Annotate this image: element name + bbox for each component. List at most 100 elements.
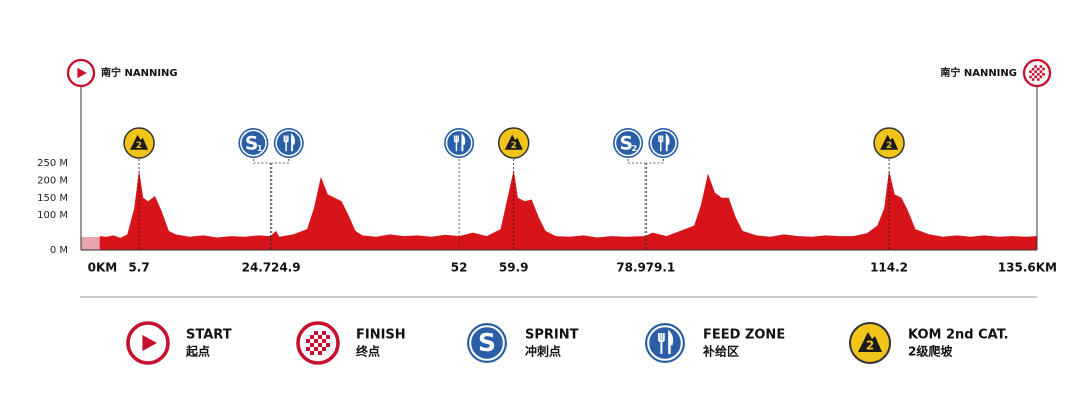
icon-kom: 2 [497,127,530,159]
icon-check [1039,65,1043,68]
icon-bg [238,128,269,158]
icon-knife [668,329,674,354]
icon-text: S [478,328,496,357]
icon-check [1029,70,1032,73]
icon-check [1034,75,1037,79]
legend-label: FINISH [356,328,406,343]
icon-check [1034,65,1037,68]
icon-check [318,335,322,339]
icon-check [1031,67,1035,71]
icon-bg [645,323,685,363]
icon-sub: 1 [257,143,263,153]
x-tick-label: 135.6KM [998,261,1057,275]
x-tick-label: 114.2 [870,261,908,275]
x-tick-label: 24.9 [271,261,301,275]
icon-fork [658,333,665,354]
marker-bracket [271,159,290,164]
icon-check [326,343,330,347]
icon-sprint: S2 [613,128,644,158]
icon-feed [444,128,475,158]
legend-sublabel: 补给区 [702,344,739,359]
icon-check [322,347,326,351]
icon-fork [658,135,664,152]
icon-knife [665,132,670,152]
icon-check [322,331,326,335]
x-tick-label: 79.1 [646,261,676,275]
icon-kom: 2 [873,127,905,159]
icon-fork [283,135,289,152]
x-tick-label: 24.7 [242,261,272,275]
legend-label: START [186,328,232,343]
icon-finish [1022,58,1052,88]
icon-bg [467,323,507,363]
legend-sublabel: 2级爬坡 [908,344,953,359]
icon-check [310,343,314,347]
icon-mountain [880,134,899,150]
icon-ring [445,129,473,157]
icon-text: 2 [511,141,517,151]
x-tick-label: 78.9 [616,261,646,275]
icon-ring [647,325,683,361]
legend-sublabel: 起点 [185,344,210,359]
legend-sublabel: 终点 [356,344,380,359]
icon-ring [469,325,505,361]
marker-bracket [646,159,664,164]
icon-check [1042,67,1045,71]
icon-text: 2 [136,141,142,151]
x-tick-label: 0KM [88,261,118,275]
icon-bg [444,128,475,158]
icon-feed [273,128,304,158]
icon-knife [461,132,466,152]
x-tick-label: 5.7 [128,261,149,275]
y-tick-label: 0 M [50,245,68,256]
icon-ring [614,129,642,157]
icon-play [77,67,87,79]
icon-check [310,351,314,355]
icon-fork [453,135,459,152]
icon-check [1039,70,1043,73]
icon-check [1039,75,1043,79]
y-tick-label: 250 M [37,158,68,169]
icon-mountain [130,134,149,150]
icon-text: 2 [886,141,892,151]
marker-bracket [253,159,271,164]
icon-check [326,335,330,339]
x-tick-label: 59.9 [499,261,529,275]
icon-check [1034,70,1037,73]
icon-check [314,331,318,335]
icon-text: 2 [866,339,874,353]
icon-check [306,347,310,351]
finish-label: 南宁 NANNING [940,66,1017,79]
y-tick-label: 150 M [37,193,68,204]
icon-knife [291,132,295,152]
neutral-zone [81,237,100,250]
icon-play [142,335,157,351]
icon-feed [645,323,685,363]
icon-sprint: S [467,323,507,363]
x-tick-label: 52 [451,261,468,275]
legend-label: SPRINT [525,328,579,343]
icon-mountain [858,332,882,352]
icon-check [1037,73,1040,76]
icon-ring [275,129,303,157]
icon-check [322,339,326,343]
icon-start [126,321,170,365]
icon-bg [273,128,304,158]
legend-label: KOM 2nd CAT. [908,328,1009,343]
icon-check [1029,75,1032,79]
icon-bg [613,128,644,158]
icon-check [318,351,322,355]
icon-text: S [620,134,634,155]
y-tick-label: 200 M [37,175,68,186]
icon-check [314,339,318,343]
icon-ring [240,129,267,157]
icon-check [1042,73,1045,76]
icon-check [318,343,322,347]
icon-check [1037,67,1040,71]
icon-check [1037,78,1040,81]
icon-check [310,335,314,339]
icon-kom: 2 [849,322,891,364]
icon-check [314,347,318,351]
icon-finish [296,321,340,365]
